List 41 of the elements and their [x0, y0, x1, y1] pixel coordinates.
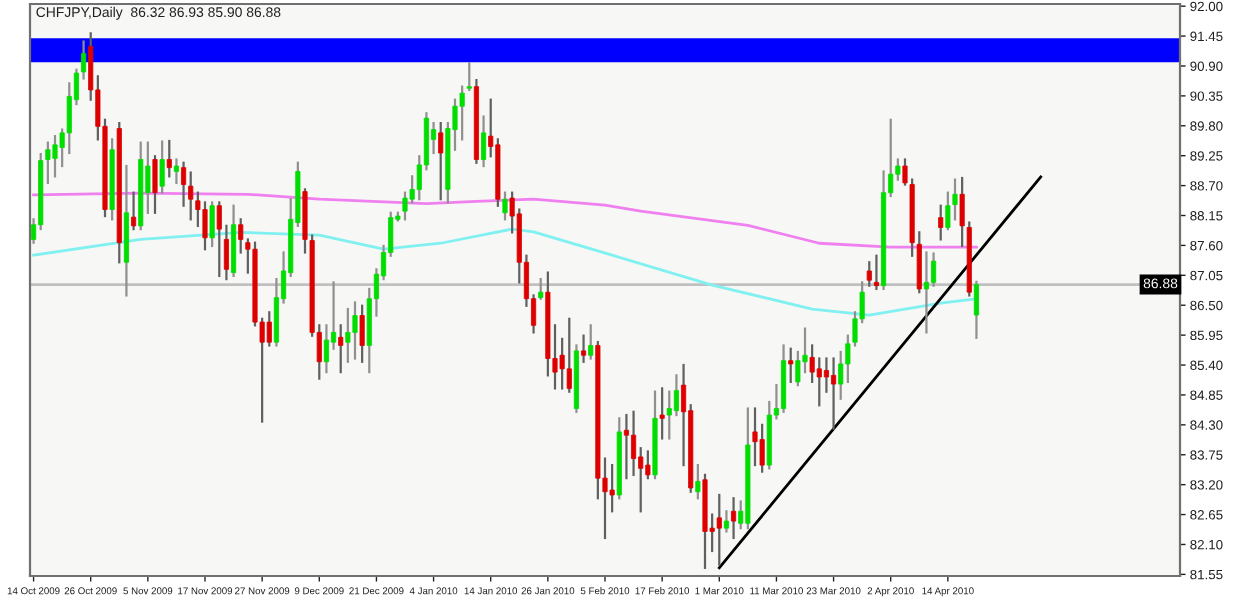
candlestick [52, 135, 58, 178]
candlestick [502, 191, 508, 221]
candlestick [231, 204, 237, 277]
candlestick [438, 121, 444, 201]
candlestick [973, 280, 979, 339]
candlestick [716, 493, 722, 566]
candlestick [866, 261, 872, 287]
candlestick [923, 251, 929, 334]
candlestick [338, 324, 344, 374]
candlestick [216, 201, 222, 277]
candlestick [481, 115, 487, 168]
candlestick [659, 387, 665, 440]
candlestick [538, 278, 544, 300]
candlestick [695, 463, 701, 500]
candlestick [588, 324, 594, 360]
candlestick [873, 254, 879, 291]
candlestick [581, 334, 587, 363]
candlestick [631, 410, 637, 476]
candlestick [788, 347, 794, 383]
candlestick [352, 301, 358, 360]
candlestick [831, 357, 837, 430]
line-series [32, 191, 978, 249]
candlestick [345, 307, 351, 363]
candlestick [359, 304, 365, 363]
candlestick [131, 191, 137, 231]
candlestick [152, 155, 158, 214]
candlestick [781, 344, 787, 413]
candlestick [166, 139, 172, 178]
candlestick [723, 510, 729, 533]
candlestick [566, 317, 572, 393]
candlestick [752, 407, 758, 467]
candlestick [673, 374, 679, 417]
candlestick [938, 204, 944, 241]
candlestick [209, 201, 215, 248]
line-series [32, 227, 978, 317]
candlestick [731, 497, 737, 540]
candlestick [159, 140, 165, 194]
candlestick [181, 161, 187, 207]
candlestick [266, 311, 272, 347]
candlestick [623, 413, 629, 480]
candlestick [173, 158, 179, 184]
